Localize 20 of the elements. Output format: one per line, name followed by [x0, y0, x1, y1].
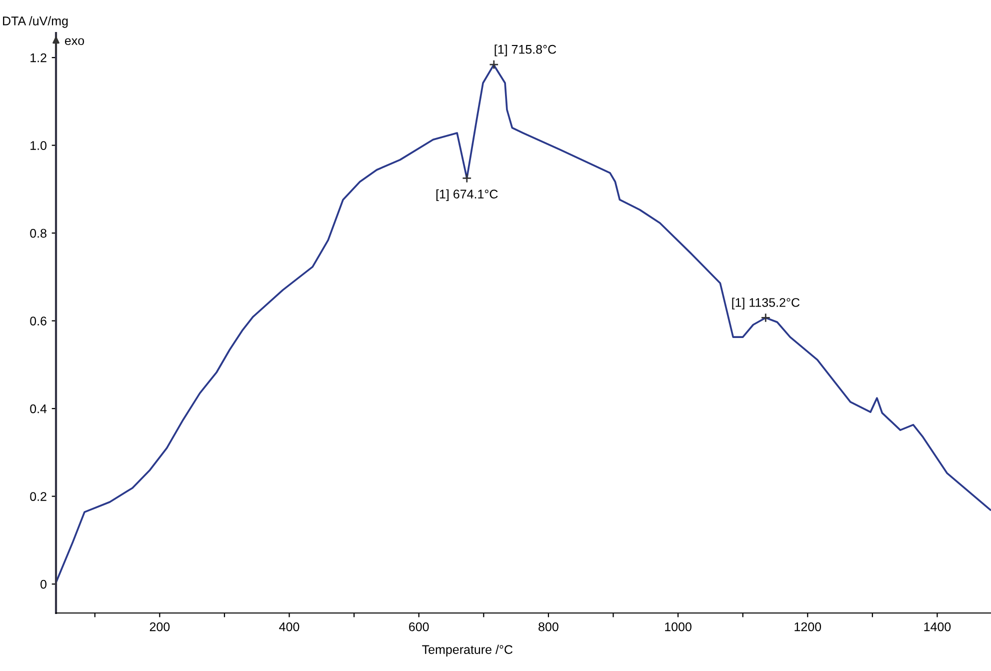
x-tick-label: 600 — [409, 622, 429, 632]
y-tick-label: 0.8 — [30, 228, 46, 238]
x-tick-label: 400 — [279, 622, 300, 632]
annotation: [1] 1135.2°C — [732, 298, 800, 310]
annotation: [1] 674.1°C — [436, 189, 498, 201]
annotation: [1] 715.8°C — [494, 44, 556, 56]
x-tick-label: 1000 — [665, 622, 692, 632]
y-tick-label: 0.4 — [30, 404, 47, 414]
x-tick-label: 1200 — [794, 622, 822, 632]
y-tick-label: 1.2 — [30, 53, 46, 62]
y-tick-label: 1.0 — [30, 141, 46, 150]
y-tick-label: 0 — [40, 580, 46, 589]
x-tick-label: 200 — [150, 622, 170, 632]
x-tick-label: 800 — [538, 622, 558, 632]
y-axis-title: DTA /uV/mg — [3, 16, 68, 28]
annotation: exo — [64, 38, 84, 46]
y-tick-label: 0.6 — [30, 316, 46, 326]
x-axis-title: Temperature /°C — [422, 644, 512, 656]
x-tick-label: 1400 — [924, 622, 951, 632]
y-tick-label: 0.2 — [30, 492, 46, 501]
